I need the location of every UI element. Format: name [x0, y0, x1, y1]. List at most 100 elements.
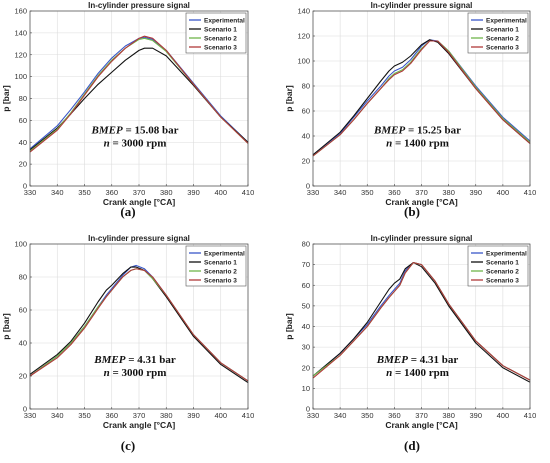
- y-axis-label: p [bar]: [284, 313, 294, 340]
- bmep-annotation: BMEP = 15.25 bar: [373, 125, 461, 137]
- x-tick-label: 390: [469, 188, 482, 197]
- y-tick-label: 120: [14, 50, 27, 59]
- y-tick-label: 160: [14, 7, 27, 16]
- x-tick-label: 340: [51, 411, 64, 420]
- y-tick-label: 100: [14, 72, 27, 81]
- legend-entry: Scenario 3: [486, 277, 519, 284]
- series-line-scenario-3: [29, 35, 249, 153]
- x-tick-label: 400: [214, 188, 227, 197]
- panel-label: (b): [404, 204, 420, 219]
- panel-label: (d): [404, 438, 420, 453]
- chart-panel-4: 330 340 350 360 370 380 390 400 410 0 10 20 30 40 50 60…: [284, 234, 536, 453]
- y-tick-label: 80: [19, 273, 27, 282]
- y-tick-label: 60: [302, 107, 310, 116]
- y-tick-label: 0: [23, 405, 27, 414]
- legend-entry: Scenario 2: [204, 268, 237, 275]
- legend: Experimental Scenario 1 Scenario 2 Scenario…: [185, 245, 247, 287]
- legend: Experimental Scenario 1 Scenario 2 Scenario…: [185, 12, 247, 54]
- x-tick-label: 330: [307, 411, 320, 420]
- x-tick-label: 340: [51, 188, 64, 197]
- legend-entry: Experimental: [204, 17, 245, 24]
- series-line-experimental: [29, 36, 249, 150]
- bmep-annotation: BMEP = 4.31 bar: [376, 354, 459, 366]
- x-tick-label: 380: [160, 411, 173, 420]
- series-line-scenario-3: [312, 40, 531, 157]
- y-tick-label: 70: [302, 260, 310, 269]
- y-tick-label: 0: [23, 182, 27, 191]
- series-line-scenario-3: [29, 268, 249, 382]
- x-tick-label: 390: [469, 411, 482, 420]
- y-tick-label: 0: [306, 182, 310, 191]
- panel-label: (c): [121, 438, 135, 453]
- x-tick-label: 330: [24, 411, 37, 420]
- x-axis-label: Crank angle [°CA]: [103, 197, 176, 207]
- x-tick-label: 380: [442, 411, 455, 420]
- y-tick-label: 20: [302, 363, 310, 372]
- legend-entry: Scenario 2: [486, 35, 519, 42]
- y-tick-label: 80: [302, 82, 310, 91]
- chart-title: In-cylinder pressure signal: [88, 1, 190, 10]
- legend: Experimental Scenario 1 Scenario 2 Scenario…: [467, 245, 529, 287]
- speed-annotation: n = 1400 rpm: [386, 367, 449, 379]
- x-tick-label: 390: [187, 188, 200, 197]
- x-tick-label: 400: [497, 411, 510, 420]
- x-tick-label: 410: [524, 411, 537, 420]
- x-axis-label: Crank angle [°CA]: [385, 197, 458, 207]
- chart-title: In-cylinder pressure signal: [371, 1, 473, 10]
- y-tick-label: 60: [19, 306, 27, 315]
- x-tick-label: 340: [334, 188, 347, 197]
- x-tick-label: 350: [361, 411, 374, 420]
- y-tick-label: 40: [302, 322, 310, 331]
- x-tick-label: 360: [105, 411, 118, 420]
- y-tick-label: 140: [297, 7, 310, 16]
- legend-entry: Scenario 1: [486, 259, 519, 266]
- y-tick-label: 120: [297, 32, 310, 41]
- speed-annotation: n = 3000 rpm: [104, 367, 167, 379]
- x-tick-label: 380: [442, 188, 455, 197]
- y-tick-label: 40: [302, 132, 310, 141]
- y-tick-label: 40: [19, 339, 27, 348]
- y-tick-label: 40: [19, 138, 27, 147]
- y-tick-label: 140: [14, 28, 27, 37]
- series-line-scenario-1: [312, 262, 531, 383]
- chart-title: In-cylinder pressure signal: [371, 234, 473, 243]
- x-tick-label: 390: [187, 411, 200, 420]
- x-tick-label: 340: [334, 411, 347, 420]
- legend-entry: Scenario 3: [204, 44, 237, 51]
- chart-panel-2: 330 340 350 360 370 380 390 400 410 0 20 40 60 80 100 1…: [284, 1, 536, 219]
- series-line-scenario-1: [29, 266, 249, 384]
- y-tick-label: 80: [302, 240, 310, 249]
- speed-annotation: n = 3000 rpm: [104, 138, 167, 150]
- x-tick-label: 330: [307, 188, 320, 197]
- x-tick-label: 380: [160, 188, 173, 197]
- legend-entry: Scenario 1: [486, 26, 519, 33]
- bmep-annotation: BMEP = 15.08 bar: [91, 125, 179, 137]
- x-tick-label: 350: [78, 188, 91, 197]
- x-tick-label: 350: [361, 188, 374, 197]
- x-tick-label: 400: [497, 188, 510, 197]
- legend-entry: Scenario 1: [204, 26, 237, 33]
- y-tick-label: 60: [302, 281, 310, 290]
- panel-label: (a): [120, 204, 135, 219]
- legend-entry: Scenario 3: [486, 44, 519, 51]
- bmep-annotation: BMEP = 4.31 bar: [93, 354, 176, 366]
- x-tick-label: 410: [524, 188, 537, 197]
- legend-entry: Experimental: [204, 250, 245, 257]
- y-axis-label: p [bar]: [1, 85, 11, 112]
- x-tick-label: 370: [133, 188, 146, 197]
- legend-entry: Experimental: [486, 17, 527, 24]
- y-axis-label: p [bar]: [284, 85, 294, 112]
- x-tick-label: 360: [388, 188, 401, 197]
- x-tick-label: 370: [133, 411, 146, 420]
- y-axis-label: p [bar]: [1, 313, 11, 340]
- y-tick-label: 60: [19, 116, 27, 125]
- y-tick-label: 30: [302, 343, 310, 352]
- x-tick-label: 410: [242, 188, 255, 197]
- y-tick-label: 20: [302, 157, 310, 166]
- series-line-scenario-3: [312, 262, 531, 381]
- chart-panel-3: 330 340 350 360 370 380 390 400 410 0 20 40 60 80 100 I…: [1, 234, 254, 453]
- speed-annotation: n = 1400 rpm: [386, 138, 449, 150]
- x-tick-label: 410: [242, 411, 255, 420]
- x-tick-label: 360: [105, 188, 118, 197]
